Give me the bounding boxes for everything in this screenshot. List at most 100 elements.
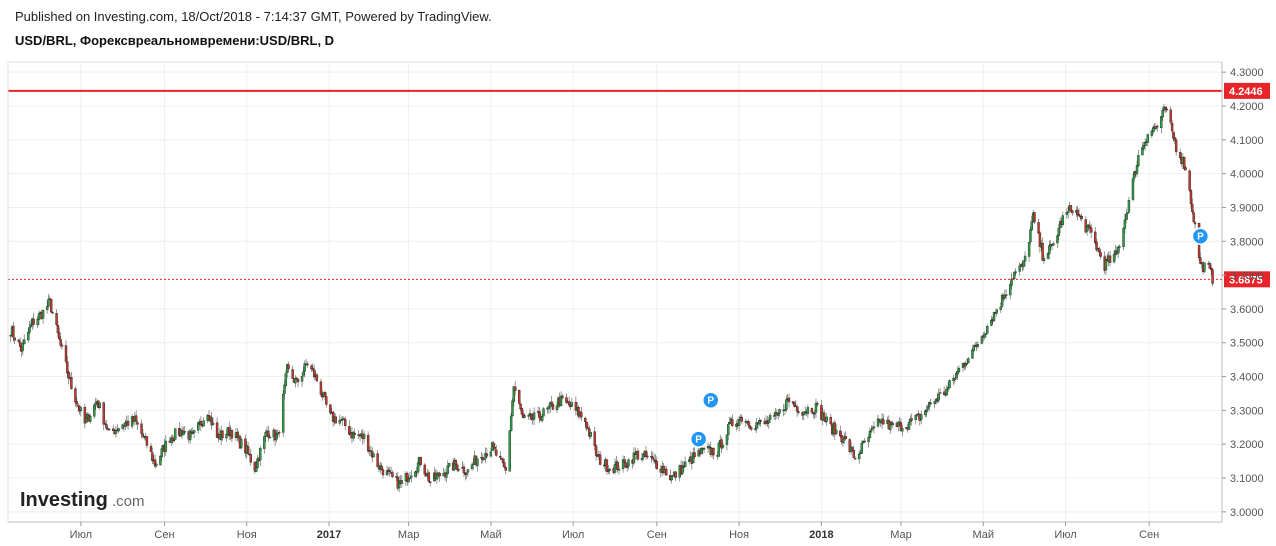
candle [170, 434, 173, 446]
candle-body [264, 432, 267, 437]
candle-body [427, 472, 431, 482]
candle [310, 364, 313, 372]
candle-body [1210, 267, 1213, 270]
p-marker-label: P [695, 435, 702, 446]
x-tick-label: Сен [154, 529, 174, 541]
candle [948, 379, 951, 389]
price-tag [1224, 82, 1270, 99]
candle [574, 396, 578, 416]
candle [621, 455, 625, 473]
candle [36, 315, 39, 329]
candle [1135, 160, 1139, 178]
candle [1203, 262, 1206, 273]
candle [215, 417, 219, 439]
candle-body [683, 461, 687, 467]
candle-body [482, 458, 486, 461]
candle-body [29, 324, 33, 328]
candle [806, 404, 810, 418]
candle-body [860, 442, 864, 454]
candle [55, 309, 58, 327]
candle-body [126, 420, 130, 426]
candle [1170, 119, 1174, 134]
candle [888, 421, 892, 435]
candle-body [777, 413, 780, 416]
candle [577, 405, 580, 419]
candle [1165, 105, 1168, 113]
candle-body [303, 363, 306, 372]
candle [586, 423, 590, 431]
candle [946, 382, 950, 392]
candle-body [551, 404, 555, 410]
candle [275, 429, 278, 443]
candle-body [85, 418, 88, 423]
candle-body [888, 421, 892, 431]
candle-body [37, 313, 41, 321]
candle [523, 413, 526, 419]
candle-body [1037, 222, 1040, 234]
candle [527, 413, 530, 420]
candle [795, 404, 799, 417]
candle-body [499, 455, 502, 458]
candle [907, 419, 911, 431]
candle [268, 433, 271, 439]
candle [98, 402, 101, 410]
candle-body [965, 363, 969, 365]
candle [844, 431, 847, 440]
candle [857, 450, 861, 464]
candle [878, 418, 881, 422]
candle [1056, 234, 1059, 249]
candle [593, 426, 596, 451]
p-marker[interactable]: P [1191, 227, 1210, 245]
candle [1122, 227, 1125, 251]
candle-body [83, 407, 87, 424]
candle [151, 448, 154, 465]
candle-body [565, 397, 568, 403]
event-markers[interactable]: P P P [689, 227, 1210, 448]
candle [196, 421, 200, 434]
p-marker[interactable]: P [689, 430, 708, 448]
candle [1022, 260, 1025, 271]
candle [816, 401, 819, 408]
candle [1003, 289, 1007, 301]
candle [1089, 223, 1093, 239]
p-marker[interactable]: P [702, 391, 720, 409]
candle [281, 389, 285, 437]
candle-body [388, 470, 391, 472]
candle-body [806, 407, 810, 414]
candle-body [295, 377, 298, 380]
candle-body [41, 309, 45, 319]
candle-body [445, 473, 448, 478]
candle [1131, 174, 1135, 202]
candle [607, 465, 610, 475]
candle [1085, 223, 1089, 236]
p-marker-label: P [1197, 232, 1204, 243]
candle [1065, 207, 1069, 219]
candle-body [172, 439, 176, 442]
candle-body [700, 448, 703, 454]
candle-body [76, 404, 80, 407]
candle [852, 445, 855, 458]
candle [28, 321, 31, 335]
candle-body [89, 415, 92, 422]
candle-body [759, 420, 762, 422]
candle [1173, 132, 1176, 144]
candle-body [1135, 165, 1139, 174]
candle [1160, 116, 1163, 134]
candle-body [124, 422, 127, 427]
candle [980, 335, 984, 345]
candle [1088, 220, 1092, 234]
candle [41, 309, 45, 324]
candle [1069, 204, 1073, 213]
candle [427, 470, 431, 483]
candle-body [995, 309, 998, 314]
candle [1010, 272, 1013, 290]
candle [589, 432, 592, 440]
candle [114, 425, 118, 438]
candle [344, 416, 347, 431]
price-tag-label: 3.6875 [1229, 274, 1263, 286]
candle-body [1118, 246, 1121, 248]
candle-body [45, 306, 49, 310]
candle-body [942, 391, 946, 395]
candle-body [470, 464, 474, 470]
